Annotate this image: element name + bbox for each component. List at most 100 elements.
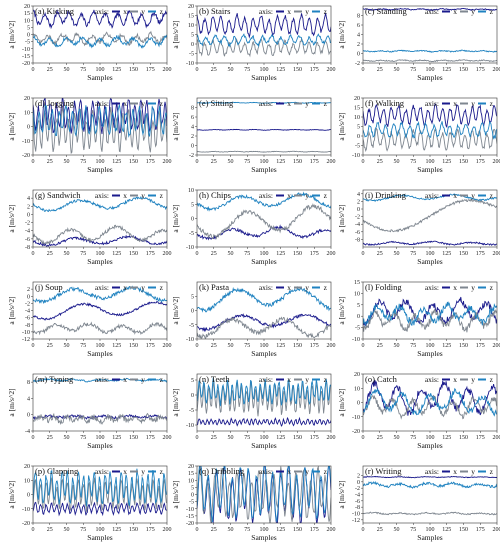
series-line-y	[33, 30, 167, 47]
x-tick-label: 175	[310, 435, 319, 441]
legend-entry-x: x	[453, 283, 457, 292]
x-tick-label: 150	[129, 159, 138, 165]
x-tick-label: 50	[394, 251, 400, 257]
x-tick-label: 125	[276, 435, 285, 441]
x-tick-label: 100	[260, 527, 269, 533]
x-axis-label: Samples	[417, 441, 442, 450]
legend-entry-z: z	[324, 375, 328, 384]
x-tick-label: 75	[244, 251, 250, 257]
y-tick-label: 6	[191, 115, 194, 121]
series-line-z	[33, 468, 167, 507]
legend: z y x axis:	[95, 7, 164, 16]
legend: z y x axis:	[425, 99, 494, 108]
x-tick-label: 100	[426, 527, 435, 533]
y-tick-label: -20	[352, 429, 360, 435]
x-tick-label: 0	[196, 343, 199, 349]
x-tick-label: 175	[476, 67, 485, 73]
y-tick-label: -20	[22, 153, 30, 159]
x-tick-label: 75	[244, 159, 250, 165]
x-tick-label: 175	[146, 435, 155, 441]
y-tick-label: 0	[27, 294, 30, 300]
x-tick-label: 175	[146, 67, 155, 73]
x-tick-label: 75	[244, 343, 250, 349]
x-tick-label: 25	[47, 343, 53, 349]
x-tick-label: 0	[32, 435, 35, 441]
x-tick-label: 0	[32, 251, 35, 257]
x-tick-label: 25	[377, 67, 383, 73]
x-tick-label: 0	[362, 159, 365, 165]
legend-entry-y: y	[305, 99, 309, 108]
y-tick-label: -5	[189, 500, 194, 506]
x-tick-label: 100	[96, 435, 105, 441]
x-tick-label: 150	[459, 343, 468, 349]
y-tick-label: 4	[27, 396, 30, 402]
subplot-title: (i) Drinking	[365, 190, 407, 200]
legend-entry-y: y	[141, 283, 145, 292]
y-tick-label: 0	[357, 52, 360, 58]
legend: z y x axis:	[259, 283, 328, 292]
x-tick-label: 125	[442, 343, 451, 349]
x-tick-label: 100	[426, 435, 435, 441]
y-tick-label: -10	[352, 153, 360, 159]
x-tick-label: 175	[310, 159, 319, 165]
y-tick-label: -10	[22, 330, 30, 336]
legend-entry-z: z	[324, 191, 328, 200]
x-tick-label: 100	[426, 67, 435, 73]
legend-entry-x: x	[287, 191, 291, 200]
x-tick-label: 150	[129, 67, 138, 73]
x-tick-label: 125	[442, 67, 451, 73]
series-line-z	[33, 377, 167, 383]
x-tick-label: 200	[493, 159, 500, 165]
legend-entry-x: x	[287, 283, 291, 292]
x-tick-label: 175	[146, 343, 155, 349]
x-axis-label: Samples	[251, 165, 276, 174]
y-axis-label: a [m/s^2]	[337, 20, 346, 48]
x-tick-label: 50	[394, 527, 400, 533]
y-tick-label: 10	[24, 110, 30, 116]
legend-entry-x: x	[287, 375, 291, 384]
y-tick-label: 8	[357, 14, 360, 20]
legend: z y x axis:	[95, 467, 164, 476]
x-tick-label: 0	[196, 251, 199, 257]
x-tick-label: 50	[228, 159, 234, 165]
x-tick-label: 50	[228, 251, 234, 257]
x-tick-label: 75	[410, 527, 416, 533]
x-tick-label: 0	[32, 527, 35, 533]
x-tick-label: 50	[64, 67, 70, 73]
x-tick-label: 200	[327, 67, 336, 73]
legend-entry-z: z	[160, 191, 164, 200]
series-line-y	[197, 203, 331, 240]
x-tick-label: 25	[377, 159, 383, 165]
x-tick-label: 25	[211, 435, 217, 441]
x-tick-label: 125	[276, 159, 285, 165]
y-tick-label: -6	[355, 499, 360, 505]
x-tick-label: 100	[260, 159, 269, 165]
x-tick-label: 50	[394, 343, 400, 349]
x-tick-label: 100	[260, 251, 269, 257]
x-tick-label: 75	[410, 67, 416, 73]
x-tick-label: 0	[362, 343, 365, 349]
series-line-z	[363, 480, 497, 489]
legend: z y x axis:	[259, 375, 328, 384]
y-axis-label: a [m/s^2]	[7, 112, 16, 140]
legend-entry-x: x	[453, 7, 457, 16]
x-tick-label: 25	[47, 527, 53, 533]
x-tick-label: 150	[129, 527, 138, 533]
series-line-z	[363, 387, 497, 417]
y-tick-label: -10	[22, 139, 30, 145]
y-tick-label: 5	[191, 202, 194, 208]
x-axis-label: Samples	[417, 165, 442, 174]
y-tick-label: -5	[25, 40, 30, 46]
x-tick-label: 25	[47, 435, 53, 441]
x-tick-label: 0	[196, 67, 199, 73]
x-tick-label: 100	[96, 251, 105, 257]
x-tick-label: 50	[64, 251, 70, 257]
y-tick-label: 15	[188, 471, 194, 477]
y-tick-label: -5	[189, 52, 194, 58]
legend-entry-y: y	[471, 375, 475, 384]
x-tick-label: 50	[64, 159, 70, 165]
y-tick-label: -4	[25, 229, 30, 235]
legend-prefix: axis:	[425, 467, 439, 476]
legend: z y x axis:	[425, 191, 494, 200]
